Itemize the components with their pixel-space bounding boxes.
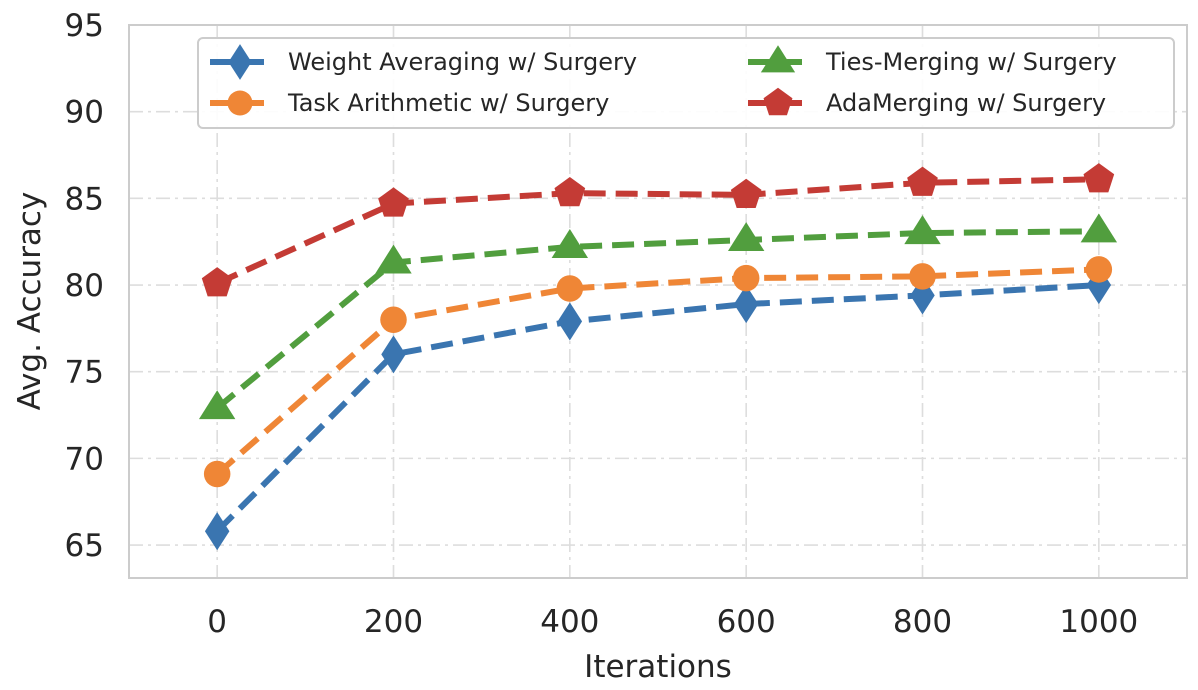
y-tick-label: 90 [65, 95, 104, 131]
tick-labels: 65 70 75 80 85 90 95 0 200 400 600 800 1000 [65, 8, 1139, 640]
data-point [375, 244, 412, 274]
legend-box [197, 37, 1175, 129]
data-point [380, 306, 407, 333]
series-3 [198, 213, 1118, 420]
y-axis-label: Avg. Accuracy [12, 192, 48, 411]
data-point [203, 460, 231, 488]
data-point [381, 335, 406, 374]
series-line [215, 266, 1099, 477]
legend-label: Ties-Merging w/ Surgery [825, 48, 1117, 76]
series-layer [198, 163, 1118, 551]
data-point [557, 302, 583, 341]
x-tick-label: 600 [717, 604, 776, 640]
x-axis-label: Iterations [584, 649, 732, 685]
x-tick-label: 400 [540, 604, 599, 640]
legend-label: Weight Averaging w/ Surgery [288, 48, 637, 76]
data-point [907, 166, 938, 196]
legend-entry: Ties-Merging w/ Surgery [748, 45, 1117, 76]
data-point [201, 267, 233, 297]
data-point [378, 187, 409, 217]
legend-marker [763, 87, 793, 116]
y-tick-label: 70 [65, 441, 104, 477]
legend-entry: Weight Averaging w/ Surgery [210, 44, 637, 80]
y-tick-label: 95 [65, 8, 104, 44]
legend-label: AdaMerging w/ Surgery [826, 89, 1106, 117]
legend: Weight Averaging w/ Surgery Task Arithmet… [197, 37, 1175, 129]
plot-frame [128, 24, 1188, 579]
data-point [727, 222, 765, 252]
legend-label: Task Arithmetic w/ Surgery [287, 89, 609, 117]
data-point [904, 215, 941, 245]
series-line [215, 228, 1099, 411]
data-point [1085, 256, 1113, 283]
series-line [215, 176, 1099, 287]
y-tick-label: 80 [65, 268, 104, 304]
data-point [556, 275, 584, 302]
data-point [198, 390, 236, 420]
legend-entry: Task Arithmetic w/ Surgery [210, 89, 609, 117]
y-tick-label: 85 [65, 181, 104, 217]
data-point [733, 285, 759, 324]
legend-marker [228, 44, 252, 80]
legend-marker [760, 45, 796, 73]
data-point [732, 264, 760, 292]
data-point [204, 512, 230, 551]
x-tick-label: 0 [207, 604, 227, 640]
data-point [1080, 213, 1118, 243]
data-point [909, 263, 936, 290]
series-4 [201, 163, 1115, 297]
data-point [551, 229, 589, 258]
data-point [1083, 163, 1115, 193]
data-point [554, 177, 586, 207]
y-tick-label: 75 [65, 355, 104, 391]
data-point [910, 276, 935, 315]
data-point [730, 178, 762, 208]
y-tick-label: 65 [65, 528, 104, 564]
legend-entry: AdaMerging w/ Surgery [748, 87, 1106, 117]
x-tick-label: 200 [364, 604, 423, 640]
series-2 [203, 256, 1113, 488]
x-tick-label: 1000 [1059, 604, 1138, 640]
x-tick-label: 800 [893, 604, 952, 640]
legend-marker [227, 90, 253, 116]
series-line [215, 282, 1100, 534]
